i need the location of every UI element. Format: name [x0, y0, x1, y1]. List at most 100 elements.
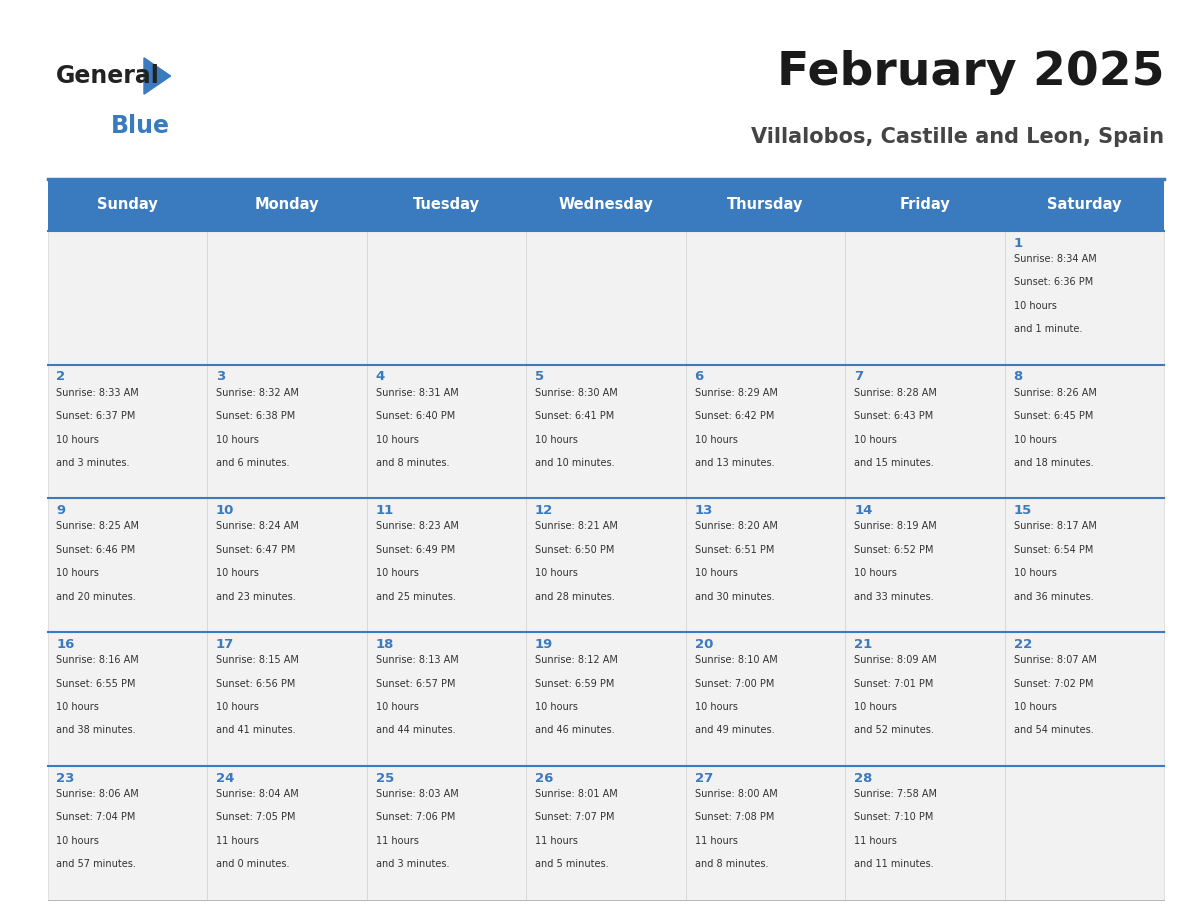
Text: 11: 11	[375, 504, 393, 517]
Bar	[207, 231, 367, 364]
Text: Sunrise: 7:58 AM: Sunrise: 7:58 AM	[854, 789, 937, 799]
Text: Thursday: Thursday	[727, 197, 803, 212]
Text: Sunrise: 8:16 AM: Sunrise: 8:16 AM	[57, 655, 139, 666]
Text: Sunday: Sunday	[97, 197, 158, 212]
Text: 10 hours: 10 hours	[854, 568, 897, 578]
Text: Sunrise: 8:23 AM: Sunrise: 8:23 AM	[375, 521, 459, 532]
Text: and 36 minutes.: and 36 minutes.	[1013, 592, 1093, 601]
Text: Sunrise: 8:28 AM: Sunrise: 8:28 AM	[854, 387, 937, 397]
Bar	[845, 231, 1005, 364]
Text: Sunrise: 8:12 AM: Sunrise: 8:12 AM	[535, 655, 618, 666]
Bar	[367, 766, 526, 900]
Text: Sunrise: 8:06 AM: Sunrise: 8:06 AM	[57, 789, 139, 799]
Text: Sunrise: 8:13 AM: Sunrise: 8:13 AM	[375, 655, 459, 666]
Text: Sunset: 6:41 PM: Sunset: 6:41 PM	[535, 411, 614, 421]
Text: and 28 minutes.: and 28 minutes.	[535, 592, 615, 601]
Text: Sunset: 6:42 PM: Sunset: 6:42 PM	[695, 411, 773, 421]
Text: 24: 24	[216, 772, 234, 785]
Text: and 57 minutes.: and 57 minutes.	[57, 859, 137, 869]
Text: Sunrise: 8:10 AM: Sunrise: 8:10 AM	[695, 655, 777, 666]
Text: Sunset: 7:07 PM: Sunset: 7:07 PM	[535, 812, 614, 823]
Text: and 8 minutes.: and 8 minutes.	[695, 859, 769, 869]
Text: 10 hours: 10 hours	[695, 434, 738, 444]
Text: 1: 1	[1013, 237, 1023, 250]
Text: Sunrise: 8:33 AM: Sunrise: 8:33 AM	[57, 387, 139, 397]
Text: Monday: Monday	[254, 197, 320, 212]
Text: Blue: Blue	[110, 114, 170, 138]
Polygon shape	[144, 58, 171, 95]
Text: Sunrise: 8:29 AM: Sunrise: 8:29 AM	[695, 387, 777, 397]
Text: Sunrise: 8:09 AM: Sunrise: 8:09 AM	[854, 655, 937, 666]
Bar	[845, 766, 1005, 900]
Bar	[367, 633, 526, 766]
Text: Sunset: 6:57 PM: Sunset: 6:57 PM	[375, 678, 455, 688]
Text: 13: 13	[695, 504, 713, 517]
Text: and 8 minutes.: and 8 minutes.	[375, 458, 449, 468]
Text: 10 hours: 10 hours	[535, 568, 577, 578]
Bar	[526, 498, 685, 633]
Text: Sunrise: 8:24 AM: Sunrise: 8:24 AM	[216, 521, 299, 532]
Text: 10 hours: 10 hours	[535, 434, 577, 444]
Text: 10 hours: 10 hours	[375, 702, 418, 712]
Text: 10 hours: 10 hours	[57, 434, 100, 444]
Text: 10 hours: 10 hours	[57, 835, 100, 845]
Text: 20: 20	[695, 638, 713, 651]
Text: Sunrise: 8:34 AM: Sunrise: 8:34 AM	[1013, 254, 1097, 264]
Text: and 25 minutes.: and 25 minutes.	[375, 592, 455, 601]
Text: Sunset: 6:52 PM: Sunset: 6:52 PM	[854, 545, 934, 554]
Text: Sunrise: 8:17 AM: Sunrise: 8:17 AM	[1013, 521, 1097, 532]
Bar	[48, 766, 207, 900]
Text: Sunset: 6:56 PM: Sunset: 6:56 PM	[216, 678, 296, 688]
Text: Sunset: 6:55 PM: Sunset: 6:55 PM	[57, 678, 135, 688]
Text: and 41 minutes.: and 41 minutes.	[216, 725, 296, 735]
Text: February 2025: February 2025	[777, 50, 1164, 95]
Text: and 13 minutes.: and 13 minutes.	[695, 458, 775, 468]
Text: 10: 10	[216, 504, 234, 517]
Text: 2: 2	[57, 370, 65, 384]
Text: 9: 9	[57, 504, 65, 517]
Text: 14: 14	[854, 504, 872, 517]
Bar	[1005, 766, 1164, 900]
Bar	[526, 633, 685, 766]
Text: and 54 minutes.: and 54 minutes.	[1013, 725, 1093, 735]
Bar	[367, 179, 526, 231]
Text: Sunset: 7:05 PM: Sunset: 7:05 PM	[216, 812, 296, 823]
Text: Sunrise: 8:00 AM: Sunrise: 8:00 AM	[695, 789, 777, 799]
Bar	[207, 498, 367, 633]
Bar	[48, 179, 207, 231]
Text: 10 hours: 10 hours	[695, 702, 738, 712]
Text: 10 hours: 10 hours	[854, 702, 897, 712]
Bar	[685, 633, 845, 766]
Text: and 38 minutes.: and 38 minutes.	[57, 725, 137, 735]
Text: Sunset: 6:46 PM: Sunset: 6:46 PM	[57, 545, 135, 554]
Bar	[685, 766, 845, 900]
Text: Sunset: 7:02 PM: Sunset: 7:02 PM	[1013, 678, 1093, 688]
Text: 5: 5	[535, 370, 544, 384]
Text: Sunset: 7:06 PM: Sunset: 7:06 PM	[375, 812, 455, 823]
Text: 28: 28	[854, 772, 872, 785]
Bar	[526, 179, 685, 231]
Text: 10 hours: 10 hours	[375, 568, 418, 578]
Text: and 44 minutes.: and 44 minutes.	[375, 725, 455, 735]
Text: 11 hours: 11 hours	[216, 835, 259, 845]
Bar	[526, 231, 685, 364]
Bar	[526, 766, 685, 900]
Text: 26: 26	[535, 772, 554, 785]
Text: Sunset: 6:37 PM: Sunset: 6:37 PM	[57, 411, 135, 421]
Text: 10 hours: 10 hours	[375, 434, 418, 444]
Bar	[207, 179, 367, 231]
Text: Sunset: 7:08 PM: Sunset: 7:08 PM	[695, 812, 773, 823]
Text: 11 hours: 11 hours	[375, 835, 418, 845]
Text: Sunrise: 8:07 AM: Sunrise: 8:07 AM	[1013, 655, 1097, 666]
Text: 22: 22	[1013, 638, 1032, 651]
Text: 10 hours: 10 hours	[535, 702, 577, 712]
Bar	[48, 498, 207, 633]
Text: Sunrise: 8:25 AM: Sunrise: 8:25 AM	[57, 521, 139, 532]
Bar	[48, 633, 207, 766]
Text: Wednesday: Wednesday	[558, 197, 653, 212]
Text: 21: 21	[854, 638, 872, 651]
Text: and 15 minutes.: and 15 minutes.	[854, 458, 934, 468]
Bar	[1005, 364, 1164, 498]
Bar	[845, 364, 1005, 498]
Text: and 11 minutes.: and 11 minutes.	[854, 859, 934, 869]
